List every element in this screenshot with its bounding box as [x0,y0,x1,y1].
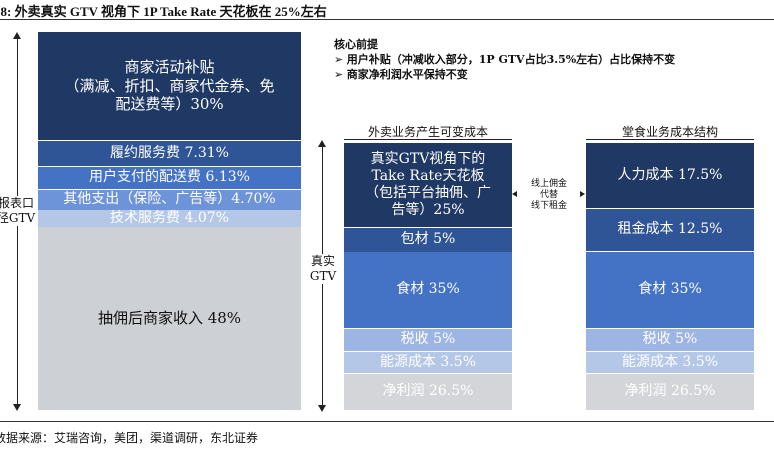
premise-bullet-1: ➢ 用户补贴（冲减收入部分，1P GTV占比3.5%左右）占比保持不变 [334,53,676,66]
middle-seg-energy: 能源成本 3.5% [344,352,512,373]
right-header-rule [586,139,754,140]
right-seg-energy: 能源成本 3.5% [586,352,754,373]
middle-seg-take-rate: 真实GTV视角下的 Take Rate天花板 （包括平台抽佣、广 告等）25% [344,143,512,227]
source-note: 数据来源：艾瑞咨询，美团，渠道调研，东北证券 [0,431,259,445]
middle-seg-ingredients: 食材 35% [344,252,512,328]
figure-title: 38: 外卖真实 GTV 视角下 1P Take Rate 天花板在 25%左右 [0,4,327,19]
right-seg-ingredients: 食材 35% [586,252,754,328]
right-column-header: 堂食业务成本结构 [621,125,718,139]
right-seg-tax: 税收 5% [586,329,754,351]
left-gtv-arrow-up [13,32,21,39]
bullet-marker-icon: ➢ [334,53,344,66]
left-seg-merchant-subsidy: 商家活动补贴 （满减、折扣、商家代金券、免 配送费等）30% [38,32,301,140]
right-seg-labor: 人力成本 17.5% [586,143,754,208]
premise-heading: 核心前提 [334,38,378,51]
title-rule [0,19,774,20]
left-seg-delivery-fee: 用户支付的配送费 6.13% [38,167,301,189]
left-seg-other-costs: 其他支出（保险、广告等）4.70% [38,190,301,210]
left-gtv-label: 报表口 径GTV [0,196,36,226]
right-seg-rent: 租金成本 12.5% [586,209,754,251]
bullet-marker-icon: ➢ [334,68,344,81]
source-rule [0,421,774,422]
connector-arrow-right-icon [580,191,585,197]
left-seg-tech-fee: 技术服务费 4.07% [38,210,301,227]
left-seg-fulfillment-fee: 履约服务费 7.31% [38,141,301,166]
left-seg-merchant-income: 抽佣后商家收入 48% [38,227,301,410]
middle-seg-packaging: 包材 5% [344,228,512,252]
connector-text: 线上佣金 代替 线下租金 [530,179,567,211]
premise-bullet-2: ➢ 商家净利润水平保持不变 [334,68,468,81]
right-seg-net-profit: 净利润 26.5% [586,374,754,410]
left-gtv-arrow-down [13,404,21,411]
middle-seg-net-profit: 净利润 26.5% [344,374,512,410]
middle-seg-tax: 税收 5% [344,329,512,351]
middle-header-rule [344,139,512,140]
middle-gtv-arrow-down [318,405,326,412]
premise-block: 核心前提 ➢ 用户补贴（冲减收入部分，1P GTV占比3.5%左右）占比保持不变… [334,37,675,82]
middle-gtv-label: 真实 GTV [304,254,342,284]
middle-column-header: 外卖业务产生可变成本 [367,125,488,139]
connector-arrow-left-icon [512,191,517,197]
middle-gtv-arrow-up [318,140,326,147]
